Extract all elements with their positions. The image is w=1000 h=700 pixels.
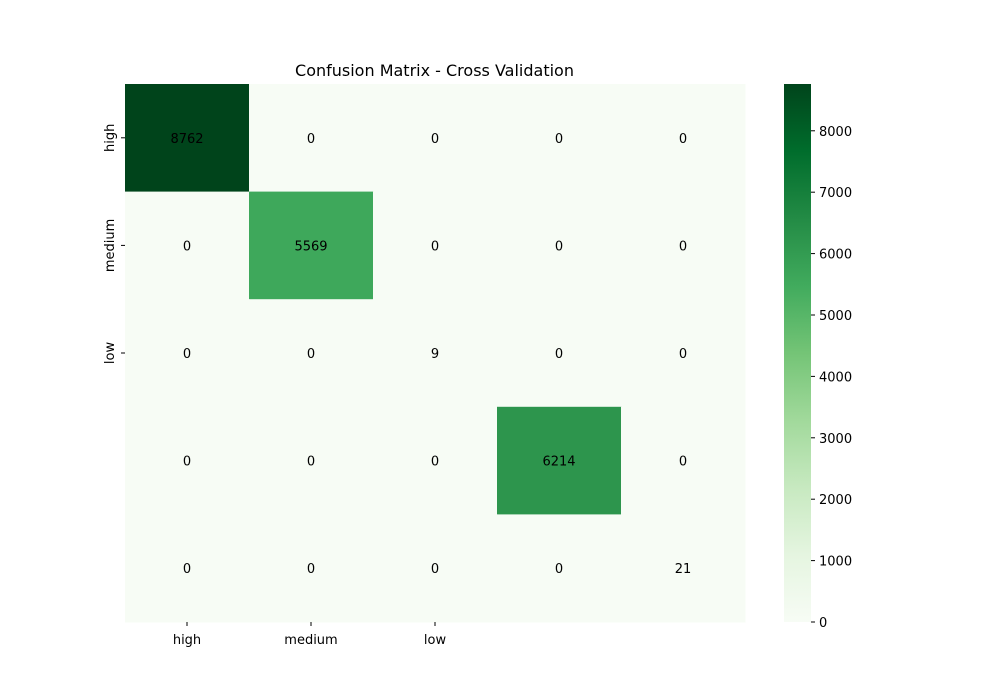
heatmap-cell [249,514,374,623]
colorbar-tick-label: 0 [819,616,827,631]
cell-value-label: 0 [431,562,439,577]
y-tick-label: high [103,124,118,152]
cell-value-label: 0 [555,562,563,577]
heatmap-cell [497,84,622,193]
cell-value-label: 9 [431,347,439,362]
y-axis: high medium low [103,124,125,364]
colorbar-tick-label: 6000 [819,248,852,263]
cell-value-label: 0 [555,132,563,147]
colorbar-tick-label: 5000 [819,309,852,324]
cell-value-label: 0 [679,132,687,147]
heatmap: 8762 0 0 0 0 0 5569 0 0 0 0 0 9 0 0 0 0 0 6214 0 0 0 0 0 21 [125,84,746,623]
cell-value-label: 8762 [170,132,203,147]
heatmap-cell [497,406,622,515]
colorbar: 0 1000 2000 3000 4000 5000 6000 7000 8000 [784,84,852,631]
colorbar-gradient [784,84,811,622]
cell-value-label: 0 [555,347,563,362]
colorbar-tick-label: 2000 [819,493,852,508]
heatmap-cell [125,299,250,408]
heatmap-cell [373,514,498,623]
cell-value-label: 0 [431,455,439,470]
colorbar-tick-label: 4000 [819,370,852,385]
cell-value-label: 0 [679,455,687,470]
x-tick-label: high [173,633,201,648]
heatmap-cell [125,191,250,300]
x-axis: high medium low [173,622,447,648]
heatmap-cell [373,191,498,300]
heatmap-cell [621,84,746,193]
cell-value-label: 21 [675,562,692,577]
cell-value-label: 0 [431,239,439,254]
cell-value-label: 0 [679,239,687,254]
colorbar-tick-label: 7000 [819,186,852,201]
cell-value-label: 0 [555,239,563,254]
heatmap-cell [621,191,746,300]
cell-value-label: 5569 [294,239,327,254]
cell-value-label: 6214 [542,455,575,470]
cell-value-label: 0 [183,562,191,577]
y-tick-label: low [103,342,118,365]
cell-value-label: 0 [183,455,191,470]
heatmap-cell [125,406,250,515]
heatmap-cell [497,514,622,623]
heatmap-cell [249,84,374,193]
cell-value-label: 0 [307,455,315,470]
cell-value-label: 0 [307,562,315,577]
heatmap-cell [621,406,746,515]
heatmap-cell [621,299,746,408]
cell-value-label: 0 [307,132,315,147]
cell-value-label: 0 [431,132,439,147]
colorbar-tick-label: 3000 [819,432,852,447]
heatmap-cell [497,191,622,300]
x-tick-label: medium [284,633,337,648]
heatmap-cell [373,406,498,515]
chart-title: Confusion Matrix - Cross Validation [295,61,574,80]
heatmap-cell [621,514,746,623]
colorbar-tick-label: 8000 [819,125,852,140]
cell-value-label: 0 [183,239,191,254]
heatmap-cell [373,84,498,193]
heatmap-cell [125,514,250,623]
heatmap-cell [249,299,374,408]
heatmap-cell [373,299,498,408]
cell-value-label: 0 [307,347,315,362]
heatmap-cell [249,406,374,515]
heatmap-cell [497,299,622,408]
y-tick-label: medium [103,219,118,272]
heatmap-cell [249,191,374,300]
x-tick-label: low [424,633,447,648]
cell-value-label: 0 [183,347,191,362]
heatmap-cell [125,84,250,193]
cell-value-label: 0 [679,347,687,362]
colorbar-tick-label: 1000 [819,555,852,570]
